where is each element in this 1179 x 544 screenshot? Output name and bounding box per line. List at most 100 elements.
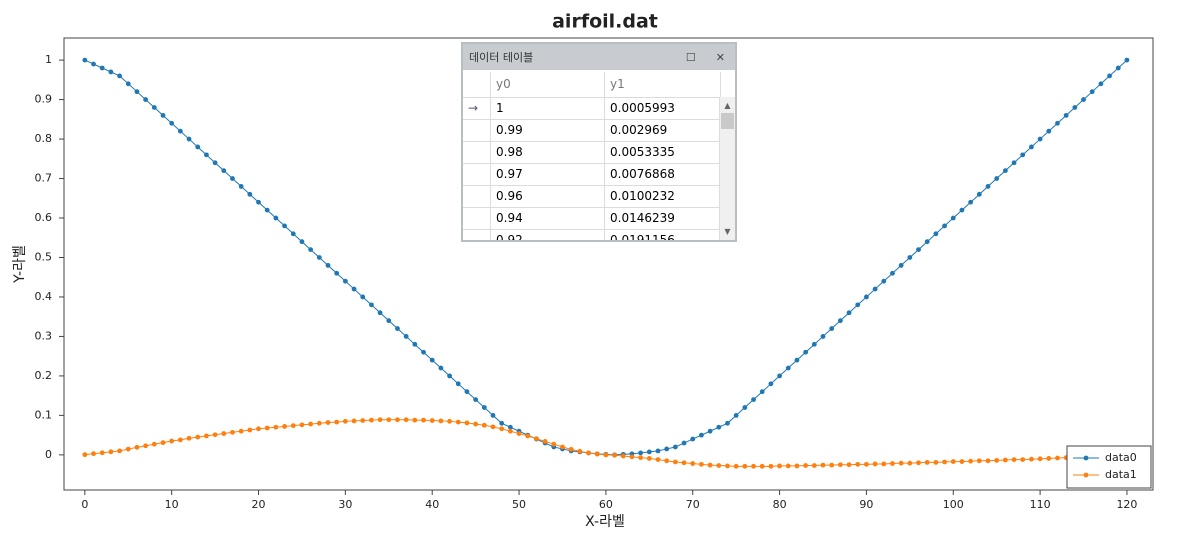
point [221, 431, 227, 436]
x-tick-label: 80 [773, 498, 787, 511]
point [655, 457, 661, 463]
y-axis-label: Y-라벨 [12, 245, 28, 284]
point [403, 334, 409, 339]
point [612, 452, 617, 458]
point [890, 461, 895, 466]
point [898, 262, 904, 268]
table-row[interactable]: 0.99 0.002969 [463, 120, 735, 142]
row-header [463, 230, 491, 240]
close-button[interactable]: ✕ [715, 50, 725, 64]
table-row[interactable]: 0.92 0.0191156 [463, 230, 735, 240]
table-row[interactable]: 0.96 0.0100232 [463, 186, 735, 208]
point [421, 417, 426, 423]
point [308, 421, 314, 427]
point [959, 207, 965, 213]
table-row[interactable]: → 1 0.0005993 [463, 98, 735, 120]
point [481, 422, 487, 428]
point [1002, 457, 1008, 463]
point [447, 418, 452, 424]
point [1011, 457, 1017, 463]
cell: 0.0146239 [605, 208, 721, 229]
point [143, 443, 149, 449]
y-tick-label: 0.4 [35, 290, 53, 303]
point [690, 461, 696, 466]
point [881, 278, 887, 284]
point [204, 152, 209, 158]
point [386, 417, 392, 423]
x-tick-label: 90 [859, 498, 873, 511]
point [91, 451, 96, 457]
point [438, 365, 444, 371]
point [933, 231, 939, 237]
point [230, 429, 235, 435]
point [646, 456, 652, 461]
point [160, 440, 166, 446]
point [898, 460, 904, 466]
header-row: y0 y1 [463, 72, 735, 98]
cell: 0.98 [491, 142, 605, 163]
point [186, 435, 192, 441]
point [994, 457, 1000, 463]
chart-title: airfoil.dat [552, 11, 658, 33]
point [837, 318, 843, 324]
x-tick-label: 100 [943, 498, 964, 511]
point [742, 463, 748, 469]
point [151, 105, 157, 110]
column-header[interactable]: y0 [491, 72, 605, 97]
table-row[interactable]: 0.98 0.0053335 [463, 142, 735, 164]
point [1107, 73, 1112, 79]
point [872, 461, 878, 467]
y-tick-label: 0.5 [35, 250, 53, 263]
point [942, 223, 947, 229]
maximize-button[interactable]: ☐ [685, 50, 696, 64]
point [282, 424, 287, 429]
point [820, 462, 826, 468]
point [238, 184, 244, 189]
point [1037, 456, 1043, 462]
point [204, 433, 209, 439]
data-grid: y0 y1 → 1 0.0005993 0.99 0.002969 0.98 0.005333… [463, 72, 735, 240]
cell: 0.0076868 [605, 164, 721, 185]
point [811, 341, 817, 347]
scrollbar[interactable]: ▲ ▼ [719, 97, 735, 240]
y-tick-label: 0.7 [35, 172, 53, 185]
point [551, 441, 557, 447]
x-tick-label: 20 [252, 498, 266, 511]
point [221, 168, 227, 174]
point [890, 270, 895, 276]
point [655, 448, 661, 454]
point [907, 460, 913, 466]
point [950, 215, 956, 221]
point [577, 448, 583, 454]
x-tick-label: 120 [1116, 498, 1137, 511]
table-row[interactable]: 0.94 0.0146239 [463, 208, 735, 230]
column-header[interactable]: y1 [605, 72, 721, 97]
point [143, 97, 149, 102]
legend-marker [1083, 472, 1089, 478]
point [377, 310, 383, 316]
point [169, 438, 175, 444]
point [803, 463, 809, 468]
point [959, 459, 965, 464]
data-table-window[interactable]: 데이터 테이블 ☐ ✕ y0 y1 → 1 0.0005993 0.99 0.002969 0.… [461, 42, 737, 242]
cell: 0.0053335 [605, 142, 721, 163]
point [264, 425, 270, 431]
point [794, 463, 800, 469]
point [464, 389, 470, 395]
point [864, 461, 869, 467]
table-row[interactable]: 0.97 0.0076868 [463, 164, 735, 186]
point [299, 422, 305, 428]
point [117, 73, 122, 79]
point [395, 326, 400, 331]
point [403, 417, 409, 423]
y-tick-label: 0.2 [35, 369, 53, 382]
point [672, 459, 678, 465]
point [985, 458, 991, 464]
point [473, 421, 479, 427]
point [933, 459, 939, 465]
point [455, 419, 461, 425]
point [256, 199, 261, 205]
cell: 0.0100232 [605, 186, 721, 207]
point [316, 255, 322, 260]
point [846, 462, 852, 468]
